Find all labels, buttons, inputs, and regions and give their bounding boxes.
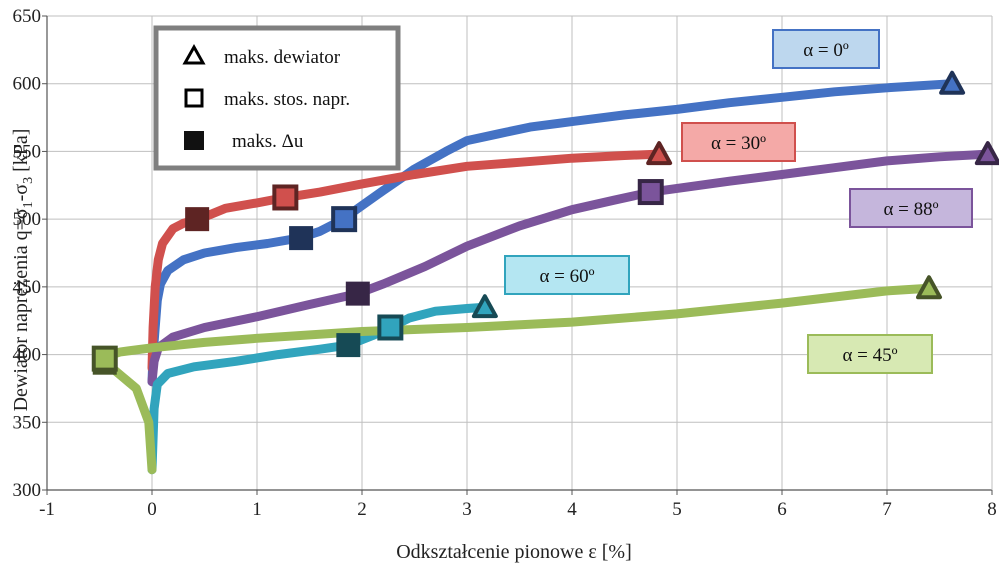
x-tick-label: 7 xyxy=(882,499,892,520)
y-tick-label: 500 xyxy=(13,209,42,230)
series-label-alpha-0: α = 0º xyxy=(803,40,849,61)
series-line-alpha-60 xyxy=(147,302,490,475)
max-pore-pressure-marker-alpha-0 xyxy=(289,226,314,251)
max-deviator-marker-alpha-88 xyxy=(974,141,999,166)
series-label-box-alpha-30 xyxy=(681,122,796,162)
series-label-box-alpha-0 xyxy=(772,29,880,69)
x-tick-label: 1 xyxy=(252,499,262,520)
series-line-alpha-30 xyxy=(147,149,664,373)
y-tick-label: 550 xyxy=(13,141,42,162)
x-tick-label: 5 xyxy=(672,499,682,520)
axes: 300 350 400 450 500 550 600 650 -1 0 1 2 3 4 5 6 7 8 xyxy=(13,6,997,520)
x-tick-label: 4 xyxy=(567,499,577,520)
max-pore-pressure-marker-alpha-60 xyxy=(336,333,361,358)
legend-label-max-pore-pressure: maks. Δu xyxy=(232,131,304,152)
x-tick-label: -1 xyxy=(39,499,55,520)
series-label-alpha-30: α = 30º xyxy=(711,133,766,154)
y-tick-label: 350 xyxy=(13,412,42,433)
legend-open-square-icon xyxy=(184,88,204,108)
series-label-box-alpha-88 xyxy=(849,188,973,228)
y-axis-title-part: Dewiator naprężenia q=σ xyxy=(10,208,32,411)
legend-filled-square-icon xyxy=(184,131,204,150)
markers-layer xyxy=(91,70,999,375)
series-line-alpha-88 xyxy=(147,149,993,387)
max-deviator-marker-alpha-30 xyxy=(646,141,673,166)
x-tick-label: 0 xyxy=(147,499,157,520)
y-axis-title-sub: 3 xyxy=(21,177,36,184)
y-tick-label: 650 xyxy=(13,6,42,27)
series-line-alpha-45 xyxy=(95,283,934,475)
max-stress-ratio-marker-alpha-88 xyxy=(637,179,664,206)
max-stress-ratio-marker-alpha-0 xyxy=(331,206,358,233)
y-axis-title-sub: 1 xyxy=(21,201,36,208)
legend: maks. dewiator maks. stos. napr. maks. Δ… xyxy=(153,25,401,171)
y-axis-title-part: [kPa] xyxy=(10,129,32,177)
series-label-box-alpha-45 xyxy=(807,334,933,374)
series-label-box-alpha-60 xyxy=(504,255,630,295)
y-axis-title: Dewiator naprężenia q=σ1-σ3 [kPa] xyxy=(10,129,36,412)
y-tick-label: 450 xyxy=(13,277,42,298)
max-stress-ratio-marker-alpha-30 xyxy=(272,184,299,211)
series-layer xyxy=(95,79,993,475)
max-deviator-marker-alpha-60 xyxy=(471,294,498,319)
series-callouts: α = 0º α = 30º α = 88º α = 60º α = 45º xyxy=(504,29,973,374)
x-tick-label: 8 xyxy=(987,499,997,520)
legend-label-max-deviator: maks. dewiator xyxy=(224,47,341,68)
max-pore-pressure-marker-alpha-30 xyxy=(185,207,210,232)
series-label-alpha-88: α = 88º xyxy=(883,199,938,220)
series-label-alpha-45: α = 45º xyxy=(842,345,897,366)
max-deviator-marker-alpha-0 xyxy=(939,70,966,95)
x-tick-label: 3 xyxy=(462,499,472,520)
series-line-alpha-0 xyxy=(147,79,957,387)
legend-triangle-icon xyxy=(182,43,206,65)
x-axis-title: Odkształcenie pionowe ε [%] xyxy=(396,541,632,563)
max-stress-ratio-marker-alpha-45 xyxy=(91,345,118,372)
x-tick-label: 2 xyxy=(357,499,367,520)
y-axis-title-part: -σ xyxy=(10,184,32,202)
y-tick-label: 600 xyxy=(13,74,42,95)
max-deviator-marker-alpha-45 xyxy=(916,275,942,300)
y-tick-label: 400 xyxy=(13,345,42,366)
x-tick-label: 6 xyxy=(777,499,787,520)
series-label-alpha-60: α = 60º xyxy=(539,266,594,287)
max-stress-ratio-marker-alpha-60 xyxy=(377,314,404,341)
max-pore-pressure-marker-alpha-88 xyxy=(345,281,370,306)
y-tick-label: 300 xyxy=(13,480,42,501)
legend-label-max-stress-ratio: maks. stos. napr. xyxy=(224,89,350,110)
